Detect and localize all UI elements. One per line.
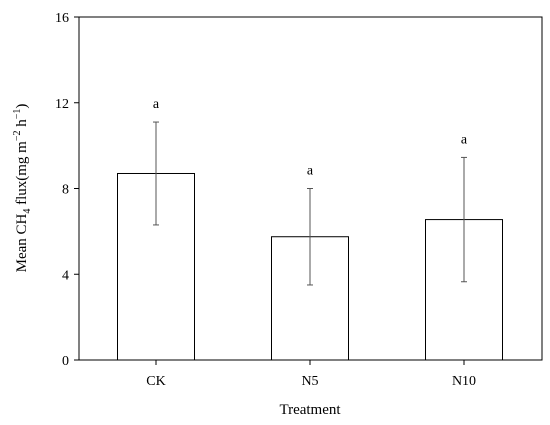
significance-label: a: [153, 97, 160, 112]
y-tick-label: 16: [55, 11, 69, 26]
error-bar-n5: [307, 188, 313, 286]
y-tick-label: 4: [62, 268, 69, 283]
significance-label: a: [307, 164, 314, 179]
bars: [117, 172, 503, 361]
y-axis-label: Mean CH4 flux(mg m−2 h−1): [12, 104, 33, 273]
y-axis: 0 4 8 12 16: [55, 11, 79, 369]
y-tick-label: 12: [55, 97, 69, 112]
error-bar-ck: [153, 121, 159, 226]
x-tick-label: CK: [146, 374, 165, 389]
y-tick-label: 8: [62, 183, 69, 198]
x-axis-label: Treatment: [279, 402, 341, 418]
significance-labels: a a a: [153, 97, 468, 178]
x-axis: CK N5 N10: [146, 360, 476, 389]
x-tick-label: N10: [452, 374, 476, 389]
y-tick-label: 0: [62, 354, 69, 369]
significance-label: a: [461, 132, 468, 147]
error-bars: [153, 121, 467, 286]
error-bar-n10: [461, 156, 467, 283]
x-tick-label: N5: [301, 374, 318, 389]
